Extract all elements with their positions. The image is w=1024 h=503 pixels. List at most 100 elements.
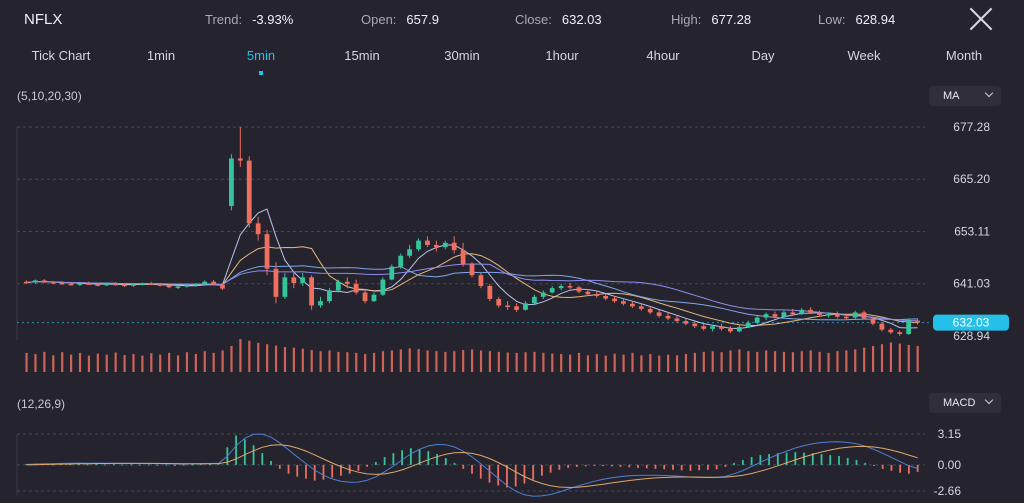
volume-bar xyxy=(586,355,590,372)
tab-30min[interactable]: 30min xyxy=(444,48,480,63)
y-tick-label: 641.03 xyxy=(953,277,990,291)
macd-histogram-bar xyxy=(707,464,709,470)
volume-bar xyxy=(34,353,37,372)
volume-bar xyxy=(105,354,108,372)
volume-bar xyxy=(96,353,99,372)
macd-histogram-bar xyxy=(873,464,875,466)
volume-bar xyxy=(274,345,278,372)
macd-histogram-bar xyxy=(479,464,482,479)
candle xyxy=(647,306,653,315)
volume-bar xyxy=(301,348,304,372)
macd-histogram-bar xyxy=(663,464,666,470)
candle xyxy=(309,275,315,310)
macd-histogram-bar xyxy=(270,460,272,465)
macd-histogram-bar xyxy=(820,454,823,465)
macd-histogram-bar xyxy=(261,453,264,465)
volume-bar xyxy=(800,351,803,372)
tab-4hour[interactable]: 4hour xyxy=(646,48,680,63)
macd-histogram-bar xyxy=(741,459,744,465)
volume-bar xyxy=(827,352,830,372)
candle xyxy=(380,277,386,296)
candle xyxy=(817,310,822,317)
volume-bar xyxy=(889,342,893,372)
macd-histogram-bar xyxy=(733,462,736,465)
candle xyxy=(389,264,395,281)
candle xyxy=(237,127,243,168)
volume-bar xyxy=(622,354,625,372)
macd-histogram-bar xyxy=(374,461,377,465)
macd-histogram-bar xyxy=(331,464,334,478)
macd-histogram-bar xyxy=(654,464,657,469)
macd-y-tick-label: 0.00 xyxy=(938,458,962,472)
volume-bar xyxy=(283,346,287,372)
volume-bar xyxy=(916,345,919,372)
macd-histogram-bar xyxy=(112,464,115,466)
macd-histogram-bar xyxy=(593,464,596,466)
candle xyxy=(870,316,876,326)
low-value: 628.94 xyxy=(855,12,896,27)
volume-bar xyxy=(551,353,554,372)
volume-bar xyxy=(809,350,812,372)
candle xyxy=(425,236,430,248)
tab-1min[interactable]: 1min xyxy=(146,48,176,63)
volume-bar xyxy=(310,350,313,372)
open-stat: Open: 657.9 xyxy=(361,12,439,27)
macd-histogram-bar xyxy=(689,464,692,471)
volume-bar xyxy=(569,354,572,372)
volume-bar xyxy=(649,353,652,372)
candle xyxy=(353,279,359,295)
tab-week[interactable]: Week xyxy=(847,48,881,63)
tab-5min[interactable]: 5min xyxy=(246,48,276,63)
candle xyxy=(772,311,778,319)
volume-bar xyxy=(168,352,171,372)
macd-histogram-bar xyxy=(366,464,369,467)
candle xyxy=(77,282,83,287)
last-price-label: 632.03 xyxy=(953,316,990,330)
macd-histogram-bar xyxy=(715,464,718,470)
candle xyxy=(567,282,573,290)
macd-selector[interactable]: MACD xyxy=(929,393,1001,413)
volume-bar xyxy=(159,354,162,372)
candle xyxy=(897,330,903,336)
candle xyxy=(665,312,671,321)
volume-bar xyxy=(595,353,598,372)
macd-histogram-bar xyxy=(829,455,832,465)
tab-month[interactable]: Month xyxy=(945,48,983,63)
open-value: 657.9 xyxy=(406,12,439,27)
trend-value: -3.93% xyxy=(252,12,294,27)
macd-histogram-bar xyxy=(156,464,159,466)
ma-selector[interactable]: MA xyxy=(929,86,1001,106)
macd-histogram-bar xyxy=(610,464,613,467)
macd-histogram-bar xyxy=(672,464,674,470)
volume-bar xyxy=(871,345,875,372)
tab-1hour[interactable]: 1hour xyxy=(545,48,579,63)
volume-bar xyxy=(150,353,153,372)
volume-bar xyxy=(880,344,884,372)
candle xyxy=(629,301,635,309)
y-tick-label: 677.28 xyxy=(953,120,990,134)
volume-bar xyxy=(515,352,518,372)
macd-histogram-bar xyxy=(174,464,176,466)
tab-15min[interactable]: 15min xyxy=(344,48,380,63)
macd-histogram-bar xyxy=(523,464,526,484)
macd-histogram-bar xyxy=(811,453,814,465)
macd-histogram-bar xyxy=(698,464,701,471)
macd-histogram-bar xyxy=(77,463,80,465)
volume-bar xyxy=(506,352,509,372)
tab-tick-chart[interactable]: Tick Chart xyxy=(31,48,91,63)
volume-bar xyxy=(497,351,500,372)
volume-bar xyxy=(667,354,670,372)
macd-histogram-bar xyxy=(488,464,491,483)
volume-bar xyxy=(863,347,866,372)
macd-histogram-bar xyxy=(313,464,316,481)
macd-histogram-bar xyxy=(200,464,203,466)
volume-bar xyxy=(577,352,581,372)
candle xyxy=(638,303,644,311)
ticker-symbol: NFLX xyxy=(24,11,63,28)
ma-selector-label: MA xyxy=(943,90,960,102)
tab-day[interactable]: Day xyxy=(751,48,775,63)
volume-bar xyxy=(435,351,438,372)
candle xyxy=(229,154,234,211)
candle xyxy=(264,229,270,276)
